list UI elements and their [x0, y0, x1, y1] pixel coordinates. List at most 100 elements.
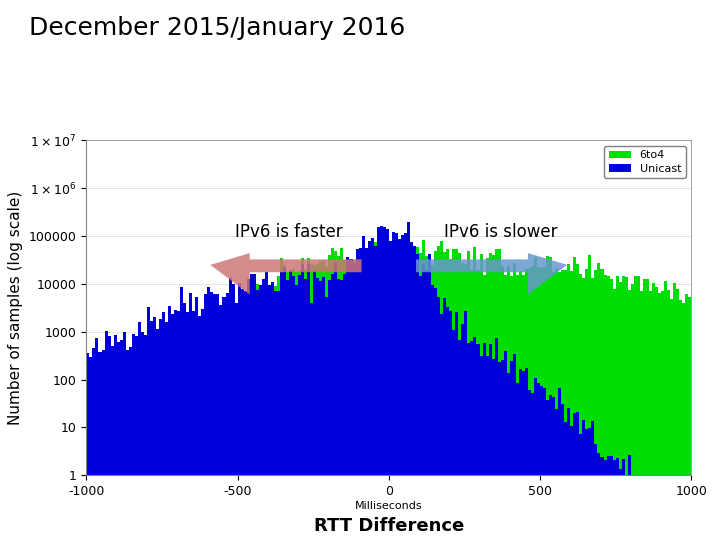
Bar — [470, 341, 474, 540]
Bar — [685, 475, 688, 540]
Bar — [467, 343, 470, 540]
Bar — [449, 259, 452, 540]
Bar — [573, 257, 576, 540]
Bar — [528, 268, 531, 540]
Bar — [477, 270, 480, 540]
Bar — [202, 309, 204, 540]
Bar — [395, 233, 398, 540]
Bar — [274, 286, 277, 540]
Bar — [323, 260, 325, 540]
Bar — [392, 243, 395, 540]
Bar — [500, 266, 504, 540]
Bar — [238, 283, 240, 540]
Bar — [310, 303, 313, 540]
Bar — [549, 256, 552, 540]
Bar — [186, 342, 189, 540]
Bar — [474, 337, 477, 540]
Bar — [643, 475, 646, 540]
Bar — [437, 298, 440, 540]
Bar — [253, 288, 256, 540]
Bar — [361, 236, 364, 540]
Bar — [186, 312, 189, 540]
Bar — [410, 242, 413, 540]
Bar — [295, 285, 298, 540]
Bar — [289, 276, 292, 540]
Bar — [446, 307, 449, 540]
Bar — [646, 475, 649, 540]
Bar — [437, 246, 440, 540]
Y-axis label: Number of samples (log scale): Number of samples (log scale) — [8, 191, 23, 425]
Bar — [649, 475, 652, 540]
Bar — [129, 401, 132, 540]
Bar — [658, 475, 661, 540]
Bar — [606, 456, 610, 540]
Bar — [262, 279, 265, 540]
Bar — [389, 241, 392, 540]
Bar — [425, 270, 428, 540]
Bar — [107, 431, 111, 540]
Bar — [452, 249, 455, 540]
Bar — [498, 362, 500, 540]
Bar — [379, 226, 383, 540]
Bar — [452, 330, 455, 540]
Bar — [138, 322, 141, 540]
Bar — [271, 282, 274, 540]
Bar — [616, 458, 618, 540]
Bar — [168, 306, 171, 540]
Bar — [404, 233, 407, 540]
Bar — [407, 222, 410, 540]
Bar — [444, 298, 446, 540]
Bar — [307, 258, 310, 540]
Bar — [159, 319, 162, 540]
Bar — [485, 356, 489, 540]
Bar — [428, 256, 431, 540]
Bar — [238, 315, 240, 540]
Bar — [144, 382, 147, 540]
Bar — [198, 329, 202, 540]
Bar — [667, 290, 670, 540]
Bar — [359, 248, 361, 540]
Bar — [640, 291, 643, 540]
Bar — [588, 255, 591, 540]
Bar — [419, 253, 422, 540]
Bar — [673, 475, 676, 540]
Bar — [425, 256, 428, 540]
Bar — [243, 302, 247, 540]
Bar — [147, 379, 150, 540]
Bar — [513, 354, 516, 540]
Bar — [225, 293, 228, 540]
Bar — [268, 292, 271, 540]
Bar — [331, 248, 334, 540]
Bar — [528, 390, 531, 540]
Bar — [610, 280, 613, 540]
Bar — [522, 371, 525, 540]
Bar — [377, 227, 379, 540]
Bar — [573, 413, 576, 540]
Bar — [122, 332, 126, 540]
Bar — [534, 379, 537, 540]
Bar — [217, 314, 220, 540]
Bar — [519, 369, 522, 540]
Bar — [250, 292, 253, 540]
Bar — [628, 455, 631, 540]
Bar — [301, 264, 304, 540]
Bar — [138, 389, 141, 540]
Bar — [319, 281, 323, 540]
Bar — [159, 382, 162, 540]
Bar — [356, 259, 359, 540]
Bar — [117, 408, 120, 540]
Bar — [177, 359, 180, 540]
Bar — [634, 475, 636, 540]
Bar — [676, 289, 679, 540]
Bar — [304, 271, 307, 540]
Bar — [531, 266, 534, 540]
Bar — [374, 242, 377, 540]
Bar — [250, 274, 253, 540]
Bar — [634, 275, 636, 540]
Bar — [646, 279, 649, 540]
Bar — [679, 475, 682, 540]
Bar — [171, 314, 174, 540]
Bar — [274, 291, 277, 540]
Bar — [621, 276, 625, 540]
Bar — [540, 386, 543, 540]
